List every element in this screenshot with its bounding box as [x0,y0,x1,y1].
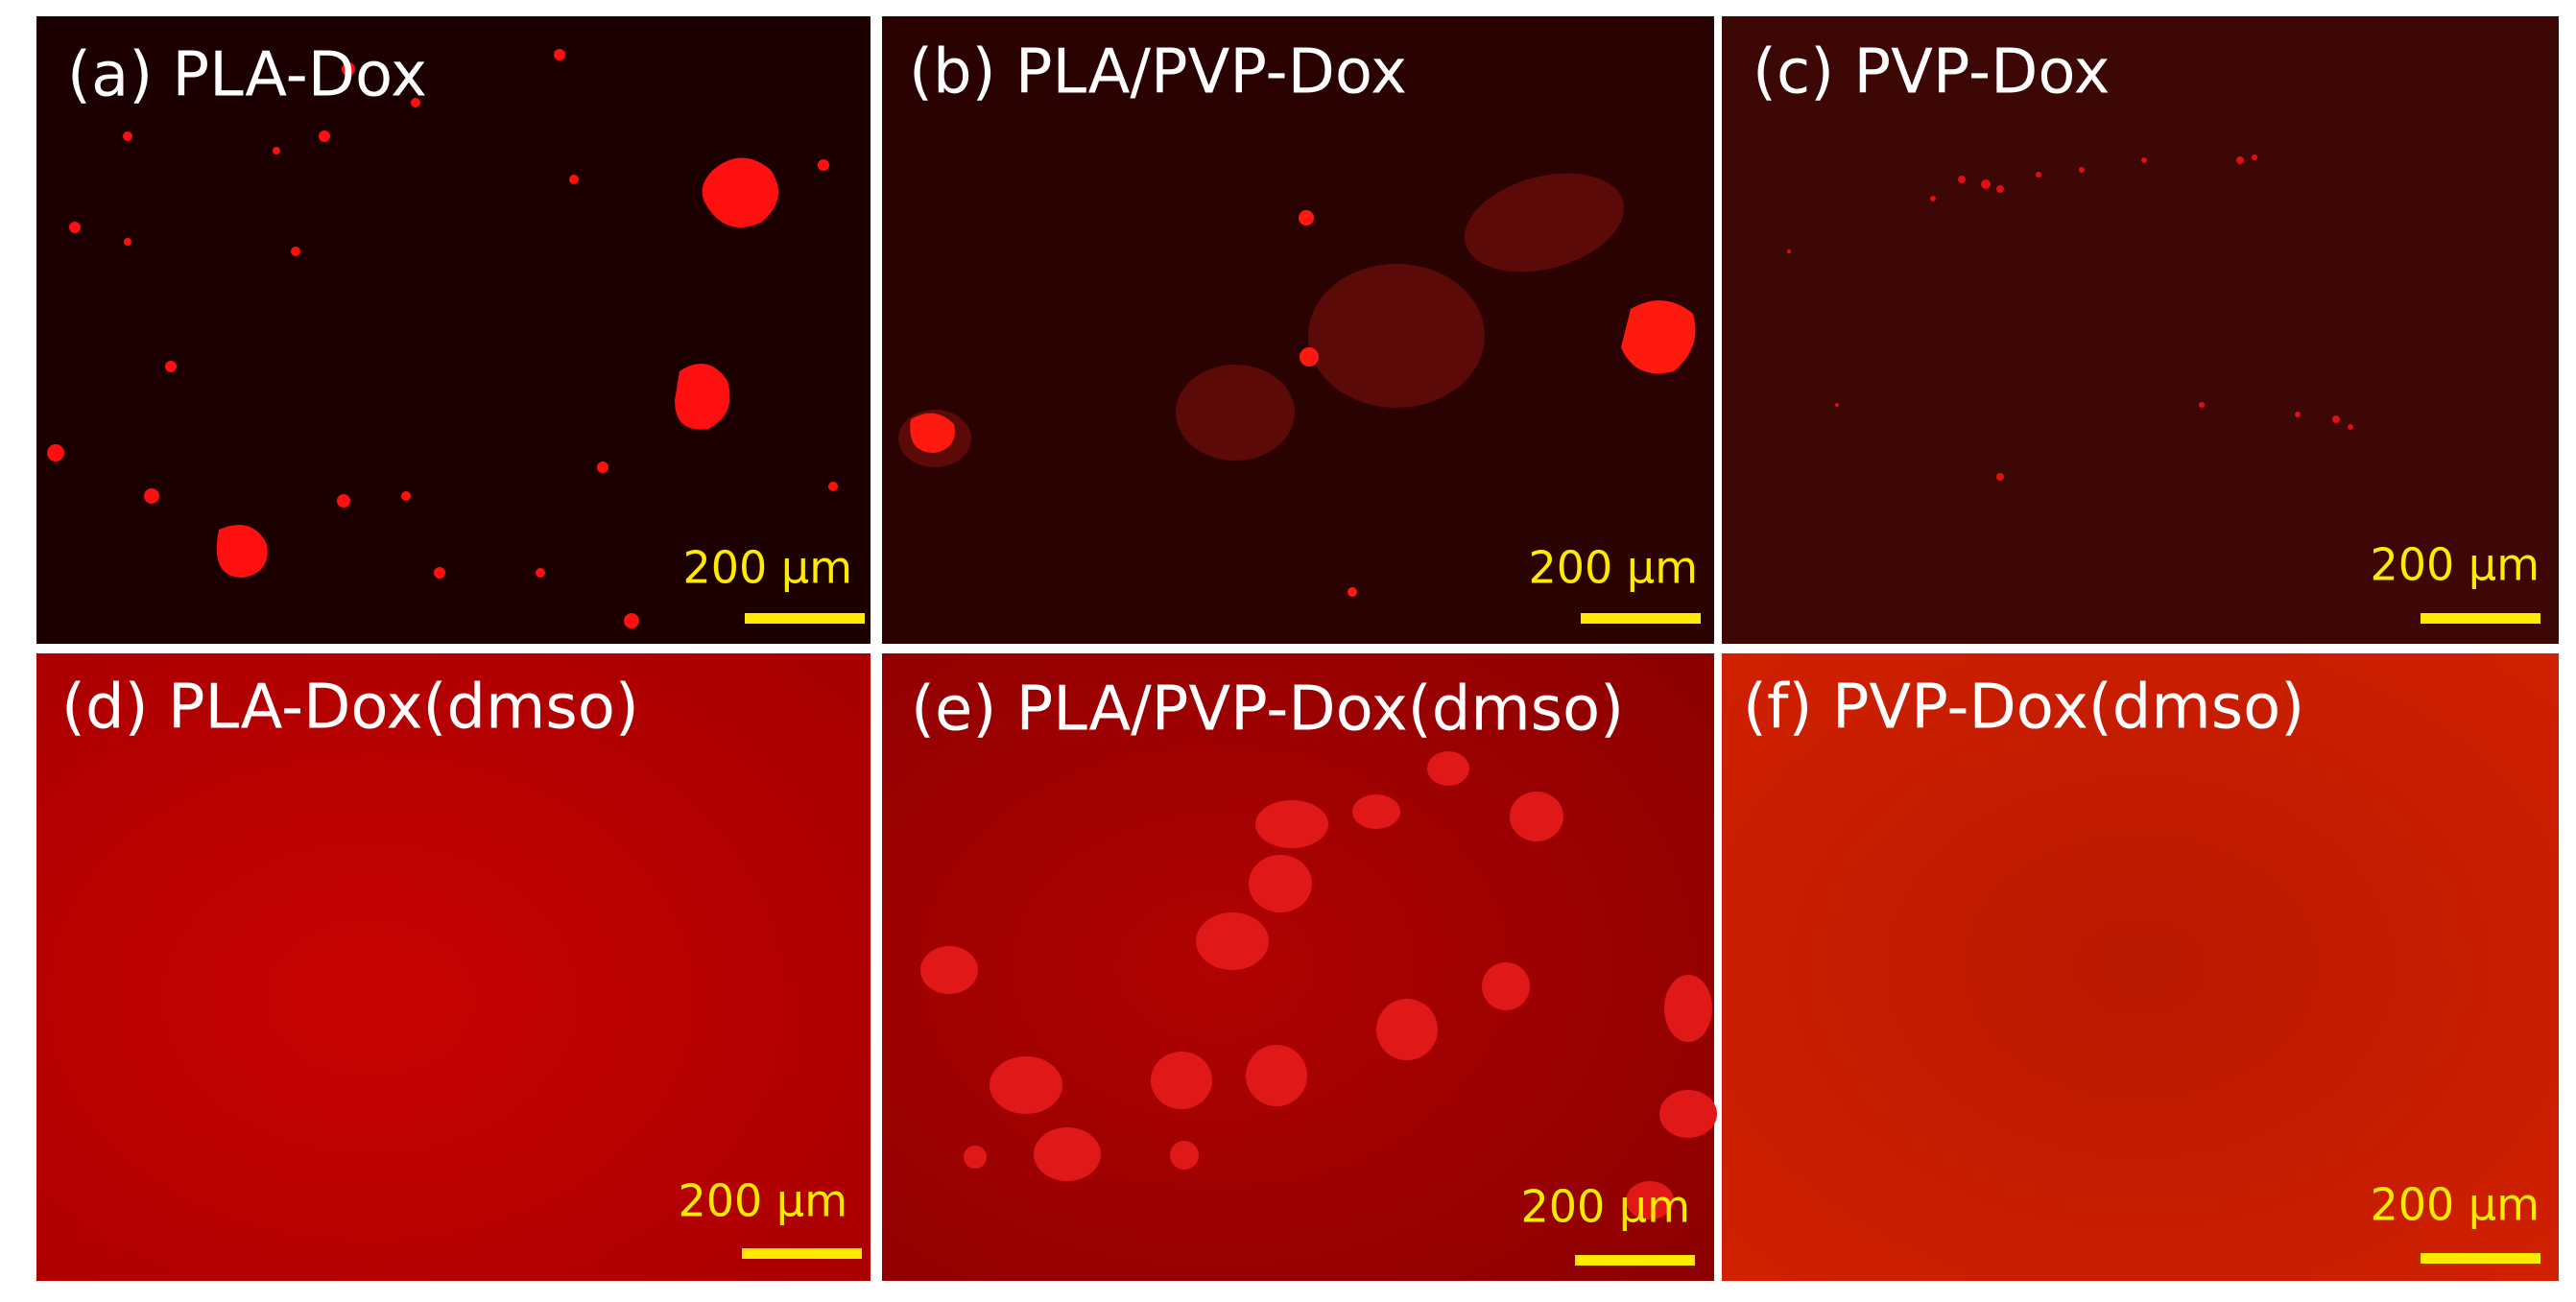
scale-bar-label: 200 μm [2371,539,2540,591]
droplets [920,751,1717,1219]
scale-bar [2421,1253,2540,1264]
scale-bar-label: 200 μm [683,542,853,594]
micrograph [1722,16,2559,644]
panel-label: (d) PLA-Dox(dmso) [61,673,639,744]
scale-bar [742,1248,862,1259]
scale-bar-label: 200 μm [1529,542,1699,594]
panel-a: (a) PLA-Dox 200 μm [36,16,871,644]
panel-f: (f) PVP-Dox(dmso) 200 μm [1722,653,2559,1281]
particles [1787,154,2353,481]
panel-label: (e) PLA/PVP-Dox(dmso) [911,675,1624,746]
panel-c: (c) PVP-Dox 200 μm [1722,16,2559,644]
micrograph [882,653,1714,1281]
micrograph [882,16,1714,644]
scale-bar [2421,613,2540,624]
panel-e: (e) PLA/PVP-Dox(dmso) 200 μm [882,653,1717,1281]
scale-bar-label: 200 μm [1521,1181,1691,1233]
micrograph [1722,653,2559,1281]
scale-bar-label: 200 μm [2371,1179,2540,1231]
micrograph [36,16,871,644]
panel-label: (a) PLA-Dox [67,40,427,111]
scale-bar-label: 200 μm [679,1175,848,1227]
micrograph [36,653,871,1281]
particles [47,49,838,628]
scale-bar [745,613,865,624]
panel-label: (c) PVP-Dox [1753,37,2110,108]
droplets [898,173,1625,467]
panel-label: (b) PLA/PVP-Dox [909,37,1407,108]
particles [910,210,1696,597]
panel-d: (d) PLA-Dox(dmso) 200 μm [36,653,871,1281]
panel-b: (b) PLA/PVP-Dox 200 μm [882,16,1714,644]
scale-bar [1581,613,1701,624]
scale-bar [1575,1255,1695,1266]
panel-label: (f) PVP-Dox(dmso) [1743,673,2304,744]
